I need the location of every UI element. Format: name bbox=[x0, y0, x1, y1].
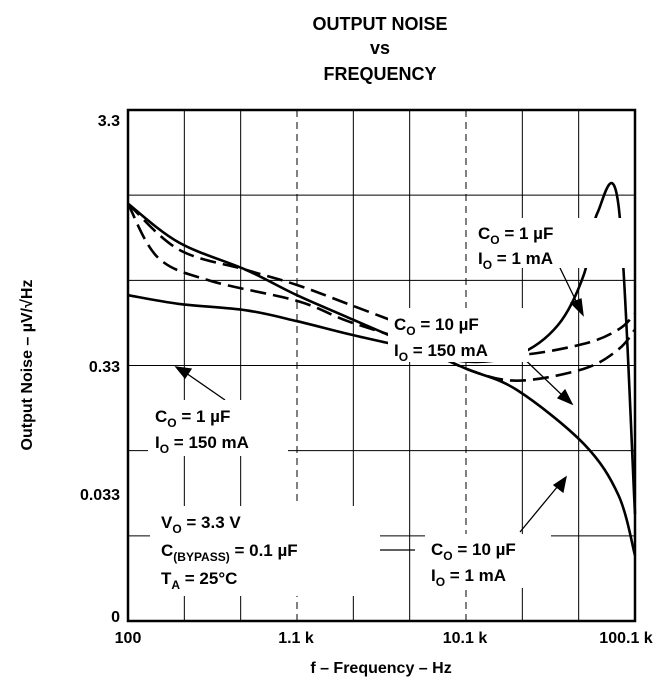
leader-arrowhead bbox=[556, 388, 574, 406]
callout-co10-io1: CO = 10 µF IO = 1 mA bbox=[425, 534, 551, 589]
callout-background bbox=[425, 534, 551, 588]
title-line-3: FREQUENCY bbox=[323, 64, 436, 84]
callout-background bbox=[148, 400, 288, 456]
leader-arrowhead bbox=[569, 298, 584, 317]
callout-line: CO = 1 µF bbox=[478, 224, 553, 247]
callout-co1-io1: CO = 1 µF IO = 1 mA bbox=[471, 218, 631, 272]
callout-line: IO = 1 mA bbox=[478, 249, 553, 272]
callout-line: VO = 3.3 V bbox=[161, 513, 241, 536]
callout-background bbox=[388, 308, 528, 362]
callout-line: IO = 1 mA bbox=[431, 566, 506, 589]
x-tick-label: 100.1 k bbox=[599, 630, 652, 647]
y-tick-label: 0 bbox=[111, 609, 120, 626]
leader-line bbox=[519, 485, 559, 533]
y-axis-label: Output Noise – µV/√Hz bbox=[19, 280, 36, 451]
callout-co10-io150: CO = 10 µF IO = 150 mA bbox=[388, 308, 528, 364]
x-tick-label: 10.1 k bbox=[443, 630, 488, 647]
callout-line: CO = 10 µF bbox=[431, 540, 516, 563]
plot-frame bbox=[126, 108, 637, 623]
callout-line: CO = 1 µF bbox=[155, 407, 230, 430]
callout-background bbox=[471, 218, 631, 268]
callout-leaders bbox=[174, 267, 584, 551]
y-tick-label: 3.3 bbox=[98, 113, 120, 130]
y-tick-label: 0.33 bbox=[89, 359, 120, 376]
leader-line bbox=[185, 372, 226, 401]
leader-arrowhead bbox=[174, 366, 193, 380]
leader-line bbox=[559, 267, 579, 306]
y-tick-labels: 3.3 0.33 0.033 0 bbox=[80, 113, 120, 626]
x-tick-labels: 100 1.1 k 10.1 k 100.1 k bbox=[115, 630, 653, 647]
chart-title: OUTPUT NOISE vs FREQUENCY bbox=[312, 14, 447, 84]
leader-arrowhead bbox=[552, 475, 567, 494]
callout-line: IO = 150 mA bbox=[394, 341, 488, 364]
callout-co1-io150: CO = 1 µF IO = 150 mA bbox=[148, 400, 288, 456]
y-tick-label: 0.033 bbox=[80, 487, 120, 504]
title-line-1: OUTPUT NOISE bbox=[312, 14, 447, 34]
callout-line: C(BYPASS) = 0.1 µF bbox=[161, 541, 298, 564]
callout-conditions: VO = 3.3 V C(BYPASS) = 0.1 µF TA = 25°C bbox=[150, 506, 380, 596]
callout-line: CO = 10 µF bbox=[394, 315, 479, 338]
callout-line: IO = 150 mA bbox=[155, 433, 249, 456]
title-line-2: vs bbox=[370, 38, 390, 58]
callout-line: TA = 25°C bbox=[161, 569, 237, 592]
x-tick-label: 1.1 k bbox=[278, 630, 314, 647]
x-axis-label: f – Frequency – Hz bbox=[310, 660, 451, 677]
callout-background bbox=[150, 506, 380, 596]
x-tick-label: 100 bbox=[115, 630, 142, 647]
